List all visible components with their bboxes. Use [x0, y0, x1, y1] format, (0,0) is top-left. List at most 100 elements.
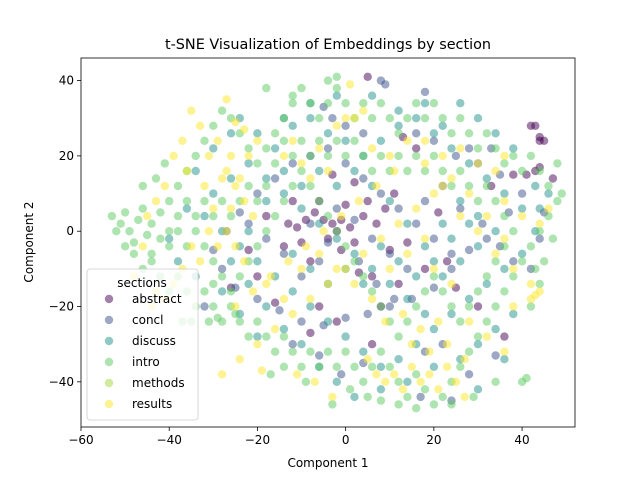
point-intro	[482, 272, 491, 281]
point-intro	[279, 362, 289, 371]
point-concl	[482, 234, 491, 243]
point-intro	[262, 83, 271, 93]
point-intro	[191, 151, 200, 161]
point-methods	[390, 166, 399, 176]
point-discuss	[500, 264, 509, 274]
point-intro	[279, 136, 289, 145]
point-intro	[217, 106, 227, 115]
point-abstract	[381, 204, 390, 213]
point-abstract	[390, 189, 399, 198]
point-intro	[447, 181, 456, 191]
point-discuss	[297, 340, 306, 349]
point-concl	[288, 340, 297, 349]
point-methods	[372, 370, 381, 379]
point-intro	[553, 159, 562, 168]
point-intro	[226, 287, 236, 296]
point-discuss	[491, 227, 500, 236]
point-methods	[429, 189, 439, 198]
point-discuss	[473, 340, 483, 349]
point-methods	[222, 95, 231, 104]
point-intro	[301, 377, 311, 386]
point-methods	[482, 211, 491, 221]
point-discuss	[464, 294, 474, 304]
point-abstract	[535, 136, 544, 145]
point-discuss	[429, 362, 439, 371]
point-intro	[429, 400, 439, 409]
point-methods	[222, 166, 231, 176]
point-discuss	[288, 287, 297, 296]
point-intro	[323, 211, 333, 221]
point-intro	[244, 144, 253, 153]
point-methods	[434, 385, 443, 394]
point-intro	[420, 385, 430, 394]
legend-label-concl: concl	[132, 313, 163, 327]
point-intro	[323, 76, 333, 85]
point-intro	[522, 373, 531, 383]
point-intro	[509, 227, 518, 236]
point-methods	[288, 309, 297, 319]
legend-label-methods: methods	[132, 376, 185, 390]
point-methods	[209, 204, 218, 213]
point-intro	[367, 287, 377, 296]
point-discuss	[226, 174, 236, 183]
point-methods	[381, 377, 390, 386]
point-discuss	[438, 272, 447, 281]
point-discuss	[200, 211, 209, 221]
point-intro	[129, 249, 139, 258]
point-intro	[500, 242, 509, 251]
point-methods	[231, 242, 240, 251]
point-concl	[350, 215, 359, 225]
point-intro	[165, 227, 174, 236]
point-abstract	[500, 332, 509, 341]
point-discuss	[315, 219, 324, 228]
point-methods	[442, 340, 452, 349]
point-intro	[156, 234, 165, 243]
point-intro	[491, 144, 500, 153]
point-concl	[297, 272, 306, 281]
point-intro	[315, 362, 324, 371]
point-methods	[266, 272, 275, 281]
point-abstract	[372, 219, 381, 228]
point-methods	[398, 385, 408, 394]
point-methods	[544, 204, 553, 213]
point-intro	[403, 114, 412, 123]
point-intro	[156, 208, 165, 217]
point-discuss	[456, 99, 465, 108]
point-intro	[288, 151, 297, 161]
point-intro	[306, 151, 315, 161]
point-intro	[491, 377, 500, 386]
point-methods	[195, 121, 205, 130]
point-intro	[253, 196, 262, 206]
y-axis-label: Component 2	[22, 201, 36, 282]
x-tick-label: 0	[342, 433, 350, 447]
point-methods	[328, 392, 337, 402]
point-abstract	[367, 340, 377, 349]
point-discuss	[429, 257, 439, 266]
point-intro	[363, 392, 372, 402]
point-methods	[438, 151, 447, 161]
point-intro	[464, 129, 474, 138]
point-intro	[420, 287, 430, 296]
point-methods	[297, 159, 306, 168]
point-concl	[341, 121, 350, 130]
point-methods	[323, 166, 333, 176]
point-methods	[240, 125, 249, 134]
point-methods	[425, 370, 434, 379]
point-intro	[165, 242, 174, 251]
point-methods	[535, 219, 544, 228]
point-abstract	[473, 302, 483, 311]
point-discuss	[403, 219, 412, 228]
point-discuss	[482, 174, 491, 183]
point-intro	[217, 272, 227, 281]
point-methods	[160, 181, 169, 191]
point-discuss	[217, 287, 227, 296]
point-methods	[403, 249, 412, 258]
point-intro	[262, 332, 271, 341]
point-methods	[363, 355, 372, 364]
point-concl	[509, 257, 518, 266]
point-intro	[345, 385, 355, 394]
point-discuss	[306, 114, 315, 123]
point-intro	[350, 362, 359, 371]
point-discuss	[367, 91, 377, 100]
point-intro	[165, 196, 174, 206]
